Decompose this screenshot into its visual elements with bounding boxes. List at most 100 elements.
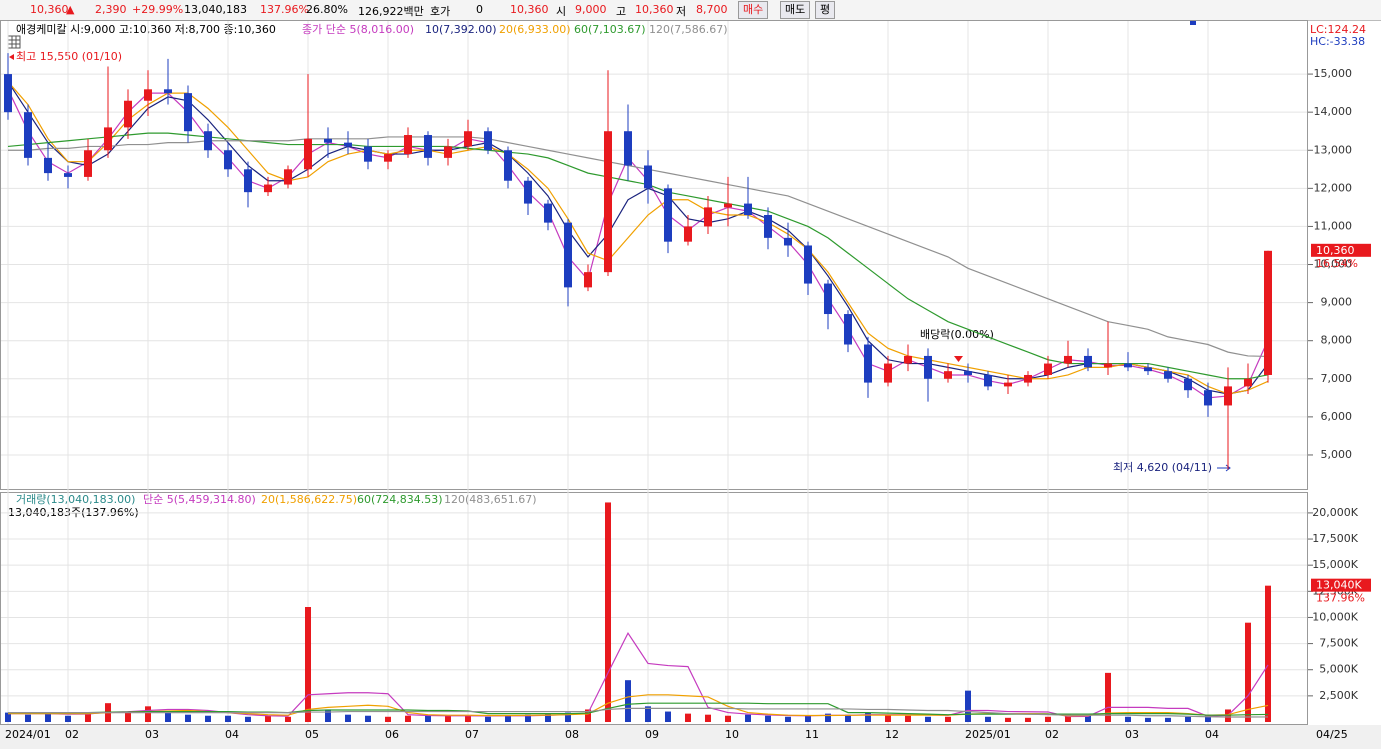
candle-body [864,344,872,383]
x-tick-label: 09 [645,728,659,741]
candle-body [184,93,192,132]
volume-bar [765,715,771,722]
candle-body [1184,378,1192,391]
candle-body [964,371,972,375]
change: 2,390 [95,3,127,16]
volume-bar [485,716,491,722]
candle-body [284,169,292,185]
min-arrow [1217,464,1231,472]
ask: 10,360 [510,3,549,16]
change-pct: +29.99% [132,3,184,16]
volume-bar [285,716,291,722]
volume-bar [565,712,571,722]
volume-bar [1265,585,1271,722]
volume-panel [0,492,1308,725]
x-tick-label: 03 [145,728,159,741]
y-tick-label: 13,000 [1314,143,1353,156]
legend-entry: 단순 5(5,459,314.80) [143,493,256,506]
volume-bar [785,716,791,722]
volume-bar [525,714,531,722]
volume-bar [1085,715,1091,722]
candle-body [224,150,232,170]
y-tick-label: 8,000 [1321,334,1353,347]
candle-body [564,222,572,288]
sell-button[interactable]: 매도 [780,1,811,19]
dividend-annotation: 배당락(0.00%) [920,328,994,341]
volume-bar [545,713,551,722]
volume-bar [405,715,411,722]
low: 8,700 [696,3,728,16]
volume-bar [1145,717,1151,722]
volume-bar [365,715,371,722]
volume-bar [185,714,191,722]
eval-button[interactable]: 평 [815,1,836,19]
volume-bar [885,714,891,722]
volume-bar [125,711,131,722]
volume-bar [445,715,451,722]
x-tick-label: 04 [225,728,239,741]
legend-entry: 120(483,651.67) [444,493,537,506]
volume-bar [1185,716,1191,722]
volume-bar [1005,717,1011,722]
y-tick-label: 7,500K [1319,637,1358,650]
volume-bar [705,714,711,722]
volume-ratio: 137.96% [260,3,309,16]
x-tick-label: 06 [385,728,399,741]
buy-button[interactable]: 매수 [738,1,769,19]
candle-body [1224,386,1232,406]
x-tick-label: 07 [465,728,479,741]
volume-bar [665,711,671,722]
moving-average [7,81,1269,395]
volume-bar [1045,716,1051,722]
volume-bar [805,715,811,722]
candle-body [1144,367,1152,372]
price-marker-change: 16.54% [1316,257,1358,270]
hc-label: HC:-33.38 [1310,35,1365,48]
candle-body [1244,378,1252,387]
legend-entry: 120(7,586.67) [649,23,728,36]
grid-icon-lines [8,36,20,48]
grid-icon[interactable] [7,35,21,49]
volume-bar [45,713,51,722]
candle-body [584,272,592,288]
volume-bar [625,680,631,722]
volume-bar [585,709,591,722]
volume-bar [605,502,611,722]
bid-label: 호가 [430,5,451,18]
candle-body [1064,355,1072,364]
price-panel [0,20,1308,490]
volume-bar [325,709,331,722]
y-tick-label: 10,000 [1314,258,1353,271]
lc-label: LC:124.24 [1310,23,1366,36]
candle-body [144,89,152,101]
quote-bar: 10,360 ▲ 2,390 +29.99% 13,040,183 137.96… [0,0,1381,21]
moving-average [8,707,1269,718]
candle-body [1124,363,1132,368]
volume-bar [905,715,911,722]
candle-body [684,226,692,242]
volume-bar [925,716,931,722]
candle-body [1104,363,1112,368]
volume-bar [945,716,951,722]
candle-body [604,131,612,273]
volume-bar [685,713,691,722]
candle-body [1084,355,1092,368]
moving-average [8,702,1269,716]
x-tick-label: 08 [565,728,579,741]
open: 9,000 [575,3,607,16]
candle-body [104,127,112,151]
volume-bar [5,712,11,722]
y-tick-label: 12,000 [1314,181,1353,194]
moving-average [7,132,1269,380]
bid: 0 [476,3,483,16]
candle-body [64,173,72,177]
candle-body [484,131,492,151]
x-tick-label: 2024/01 [5,728,51,741]
candle-body [1164,371,1172,379]
candle-body [904,355,912,364]
y-tick-label: 15,000 [1314,67,1353,80]
volume-bar [165,711,171,722]
candle-body [124,100,132,128]
candle-body [384,154,392,162]
candle-body [264,184,272,193]
